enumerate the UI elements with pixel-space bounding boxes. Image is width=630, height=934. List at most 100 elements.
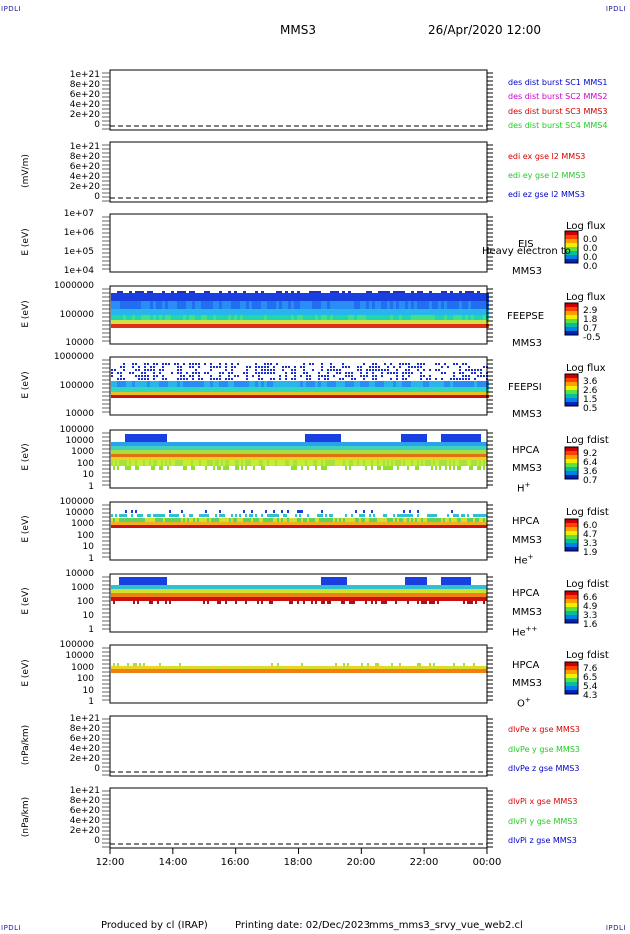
spectrogram-cell [381, 669, 383, 673]
spectrogram-cell [181, 597, 183, 601]
spectrogram-cell [133, 601, 135, 604]
spectrogram-cell [201, 324, 204, 328]
spectrogram-cell [375, 663, 377, 666]
spectrogram-cell [156, 324, 159, 328]
spectrogram-cell [357, 366, 359, 368]
spectrogram-cell [477, 666, 479, 669]
spectrogram-cell [435, 585, 437, 589]
spectrogram-cell [297, 395, 300, 398]
spectrogram-cell [342, 381, 345, 387]
spectrogram-cell [363, 510, 365, 513]
spectrogram-cell [401, 446, 403, 450]
spectrogram-cell [375, 457, 377, 460]
spectrogram-cell [475, 669, 477, 673]
spectrogram-cell [468, 375, 470, 377]
spectrogram-cell [171, 585, 173, 589]
spectrogram-cell [192, 363, 194, 365]
spectrogram-cell [339, 309, 342, 315]
spectrogram-cell [384, 395, 387, 398]
spectrogram-cell [459, 518, 461, 522]
spectrogram-cell [447, 315, 450, 320]
spectrogram-cell [179, 450, 181, 454]
spectrogram-cell [438, 315, 441, 320]
spectrogram-cell [393, 666, 395, 669]
spectrogram-cell [241, 669, 243, 673]
spectrogram-cell [317, 457, 319, 460]
spectrogram-cell [306, 387, 309, 392]
spectrogram-cell [471, 589, 473, 593]
spectrogram-cell [413, 597, 415, 601]
spectrogram-cell [333, 369, 335, 371]
spectrogram-cell [273, 460, 275, 466]
spectrogram-cell [301, 446, 303, 450]
spectrogram-cell [282, 324, 285, 328]
spectrogram-cell [258, 320, 261, 324]
spectrogram-cell [468, 369, 470, 371]
spectrogram-cell [288, 301, 291, 309]
spectrogram-cell [291, 466, 293, 470]
spectrogram-cell [321, 585, 323, 589]
spectrogram-cell [381, 460, 383, 466]
spectrogram-cell [143, 460, 145, 466]
spectrogram-cell [241, 466, 243, 470]
spectrogram-cell [474, 387, 477, 392]
spectrogram-cell [285, 320, 288, 324]
spectrogram-cell [189, 525, 191, 528]
spectrogram-cell [135, 301, 138, 309]
spectrogram-cell [121, 457, 123, 460]
spectrogram-cell [462, 309, 465, 315]
spectrogram-cell [295, 460, 297, 466]
spectrogram-cell [391, 666, 393, 669]
spectrogram-cell [282, 395, 285, 398]
spectrogram-cell [123, 363, 125, 365]
spectrogram-cell [455, 522, 457, 525]
spectrogram-cell [327, 593, 329, 597]
spectrogram-cell [463, 585, 465, 589]
spectrogram-cell [132, 320, 135, 324]
spectrogram-cell [429, 324, 432, 328]
spectrogram-cell [373, 666, 375, 669]
spectrogram-cell [324, 375, 326, 377]
spectrogram-cell [137, 454, 139, 457]
spectrogram-cell [159, 514, 161, 517]
spectrogram-cell [179, 454, 181, 457]
spectrogram-cell [457, 450, 459, 454]
spectrogram-cell [345, 597, 347, 601]
spectrogram-cell [141, 525, 143, 528]
spectrogram-cell [255, 597, 257, 601]
spectrogram-cell [311, 601, 313, 604]
spectrogram-cell [131, 434, 133, 442]
spectrogram-cell [255, 522, 257, 525]
spectrogram-cell [141, 597, 143, 601]
spectrogram-cell [311, 525, 313, 528]
spectrogram-cell [485, 450, 487, 454]
spectrogram-cell [289, 454, 291, 457]
spectrogram-cell [207, 666, 209, 669]
spectrogram-cell [171, 589, 173, 593]
spectrogram-cell [311, 434, 313, 442]
spectrogram-cell [115, 442, 117, 446]
spectrogram-cell [125, 669, 127, 673]
spectrogram-cell [371, 460, 373, 466]
spectrogram-cell [381, 585, 383, 589]
spectrogram-cell [211, 669, 213, 673]
spectrogram-cell [435, 320, 438, 324]
spectrogram-cell [288, 320, 291, 324]
spectrogram-cell [415, 593, 417, 597]
spectrogram-cell [453, 446, 455, 450]
spectrogram-cell [297, 454, 299, 457]
spectrogram-cell [257, 460, 259, 466]
spectrogram-cell [185, 450, 187, 454]
spectrogram-cell [235, 589, 237, 593]
spectrogram-cell [163, 460, 165, 466]
spectrogram-cell [413, 450, 415, 454]
spectrogram-cell [210, 392, 213, 395]
spectrogram-cell [241, 589, 243, 593]
spectrogram-cell [215, 518, 217, 522]
spectrogram-cell [263, 460, 265, 466]
spectrogram-cell [451, 434, 453, 442]
spectrogram-cell [311, 518, 313, 522]
spectrogram-cell [483, 293, 486, 301]
spectrogram-cell [360, 324, 363, 328]
spectrogram-cell [317, 460, 319, 466]
